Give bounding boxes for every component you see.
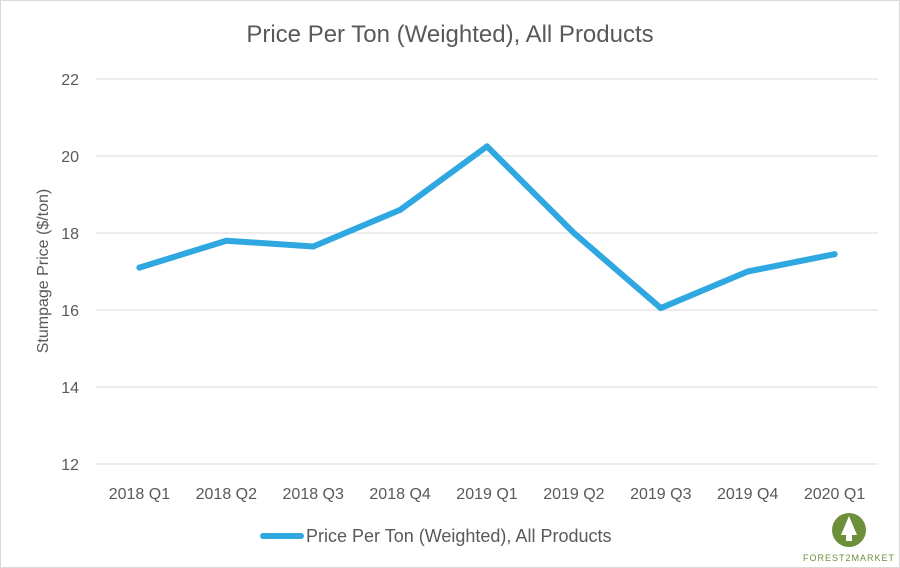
series-line [136, 143, 838, 312]
data-point [744, 268, 751, 275]
x-tick-label: 2018 Q4 [369, 486, 430, 503]
x-tick-label: 2019 Q2 [543, 486, 604, 503]
chart-title: Price Per Ton (Weighted), All Products [246, 21, 654, 48]
gridlines [96, 78, 878, 465]
x-tick-label: 2018 Q2 [196, 486, 257, 503]
x-tick-label: 2019 Q1 [456, 486, 517, 503]
y-tick-label: 20 [61, 149, 79, 166]
y-axis-ticks: 12 14 16 18 20 22 [61, 72, 79, 474]
data-point [397, 206, 404, 213]
data-point [570, 230, 577, 236]
legend: Price Per Ton (Weighted), All Products [260, 526, 611, 546]
series-layer [136, 143, 838, 312]
data-point [310, 243, 317, 250]
x-tick-label: 2018 Q1 [109, 486, 170, 503]
y-tick-label: 16 [61, 303, 79, 320]
brand-logo: FOREST2MARKET [803, 513, 895, 563]
y-tick-label: 18 [61, 226, 79, 243]
x-tick-label: 2019 Q4 [717, 486, 778, 503]
data-point [831, 251, 838, 258]
tree-shape [841, 516, 857, 541]
y-axis-label: Stumpage Price ($/ton) [35, 189, 52, 354]
data-point [223, 237, 230, 244]
data-point [657, 305, 664, 312]
y-tick-label: 14 [61, 380, 79, 397]
y-tick-label: 22 [61, 72, 79, 89]
data-point [484, 143, 490, 150]
x-axis-ticks: 2018 Q1 2018 Q2 2018 Q3 2018 Q4 2019 Q1 2019 … [109, 486, 866, 503]
y-tick-label: 12 [61, 457, 79, 474]
data-point [136, 264, 143, 271]
x-tick-label: 2020 Q1 [804, 486, 865, 503]
logo-text: FOREST2MARKET [803, 553, 895, 563]
x-tick-label: 2018 Q3 [283, 486, 344, 503]
legend-label: Price Per Ton (Weighted), All Products [306, 526, 611, 546]
x-tick-label: 2019 Q3 [630, 486, 691, 503]
